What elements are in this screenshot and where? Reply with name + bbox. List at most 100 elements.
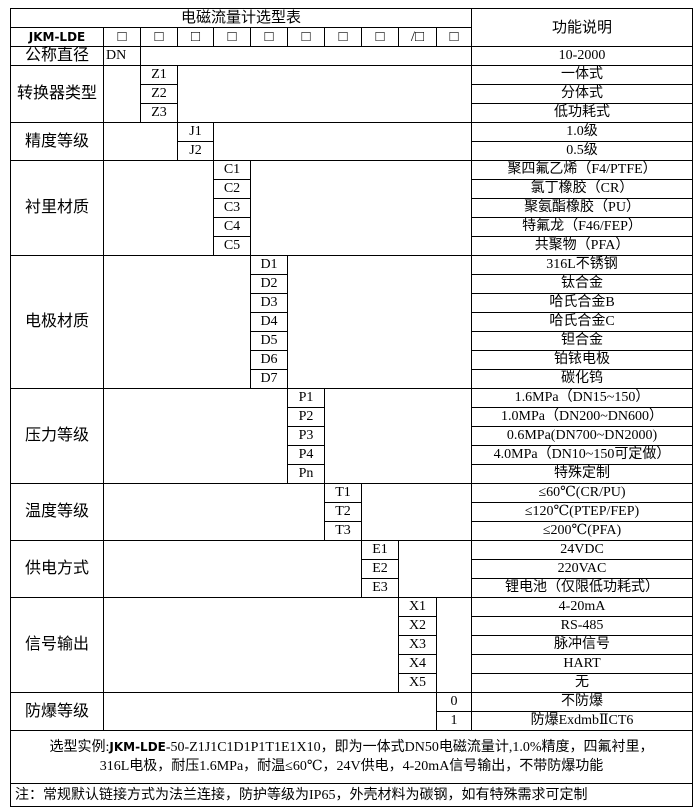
option-description: 1.0级 [471, 122, 694, 142]
table-row: T3 ≤200℃(PFA) [11, 521, 694, 541]
empty-cell [103, 160, 214, 256]
option-description: 氯丁橡胶（CR） [471, 179, 694, 199]
empty-cell [103, 255, 251, 389]
table-row: 公称直径 DN 10-2000 [10, 46, 694, 66]
option-description: 220VAC [471, 559, 694, 579]
table-row: Z3 低功耗式 [11, 103, 694, 123]
category-label: 防爆等级 [10, 692, 104, 731]
option-code: Z2 [140, 84, 178, 104]
category-label: 信号输出 [10, 597, 104, 693]
option-description: 无 [471, 673, 694, 693]
option-description: 聚四氟乙烯（F4/PTFE） [471, 160, 694, 180]
option-code: D3 [250, 293, 288, 313]
option-description: 防爆ExdmbⅡCT6 [471, 711, 694, 731]
table-row: D2 钛合金 [11, 274, 694, 294]
option-description: 1.0MPa（DN200~DN600） [471, 407, 694, 427]
example-row: 选型实例:JKM-LDE-50-Z1J1C1D1P1T1E1X10，即为一体式D… [9, 730, 694, 784]
category-label: 压力等级 [10, 388, 104, 484]
option-description: 一体式 [471, 65, 694, 85]
option-code: E3 [361, 578, 399, 598]
table-row: C5 共聚物（PFA） [11, 236, 694, 256]
table-title: 电磁流量计选型表 [9, 8, 473, 28]
option-code: C2 [213, 179, 251, 199]
empty-cell [103, 483, 325, 541]
example-model: JKM-LDE [109, 740, 166, 754]
category-label: 温度等级 [10, 483, 104, 541]
table-row: E3 锂电池（仅限低功耗式） [11, 578, 694, 598]
category-label: 公称直径 [10, 46, 104, 66]
empty-cell [103, 540, 362, 598]
empty-cell [139, 46, 473, 66]
option-code: J2 [177, 141, 214, 161]
table-row: 温度等级 T1 ≤60℃(CR/PU) [10, 483, 694, 541]
option-code: C1 [213, 160, 251, 180]
option-code: D5 [250, 331, 288, 351]
code-slot-box: □ [250, 27, 288, 47]
table-row: T2 ≤120℃(PTEP/FEP) [11, 502, 694, 522]
empty-cell [103, 597, 399, 693]
option-description: ≤200℃(PFA) [471, 521, 694, 541]
empty-cell [103, 65, 141, 123]
option-description: 0.5级 [471, 141, 694, 161]
option-description: 哈氏合金C [471, 312, 694, 332]
option-code: P2 [287, 407, 325, 427]
option-code: Z3 [140, 103, 178, 123]
option-code: E2 [361, 559, 399, 579]
option-code: X1 [398, 597, 437, 617]
option-description: 哈氏合金B [471, 293, 694, 313]
option-code: D7 [250, 369, 288, 389]
header-row: 电磁流量计选型表 功能说明 [9, 8, 694, 47]
note-row: 注：常规默认链接方式为法兰连接，防护等级为IP65，外壳材料为碳钢，如有特殊需求… [9, 783, 694, 807]
example-prefix: 选型实例: [49, 740, 110, 755]
option-description: 24VDC [471, 540, 694, 560]
option-code: Pn [287, 464, 325, 484]
table-row: J2 0.5级 [11, 141, 694, 161]
empty-cell [360, 483, 473, 541]
selection-table: 电磁流量计选型表 功能说明 JKM-LDE □ □ □ □ □ □ □ □/□ □ 公称直径 DN… [9, 8, 694, 807]
option-description: ≤120℃(PTEP/FEP) [471, 502, 694, 522]
option-description: 0.6MPa(DN700~DN2000) [471, 426, 694, 446]
option-description: 316L不锈钢 [471, 255, 694, 275]
example-line1: -50-Z1J1C1D1P1T1E1X10，即为一体式DN50电磁流量计,1.0… [165, 740, 654, 755]
empty-cell [212, 122, 473, 161]
option-description: 锂电池（仅限低功耗式） [471, 578, 694, 598]
option-description: 共聚物（PFA） [471, 236, 694, 256]
empty-cell [323, 388, 473, 484]
option-code: X4 [398, 654, 437, 674]
option-description: 聚氨酯橡胶（PU） [471, 198, 694, 218]
option-description: 4-20mA [471, 597, 694, 617]
table-row: D7 碳化钨 [11, 369, 694, 389]
table-row: C4 特氟龙（F46/FEP） [11, 217, 694, 237]
table-row: X3 脉冲信号 [11, 635, 694, 655]
category-label: 转换器类型 [10, 65, 104, 123]
option-code: DN [103, 46, 141, 66]
option-description: 分体式 [471, 84, 694, 104]
table-row: D5 钽合金 [11, 331, 694, 351]
option-code: D4 [250, 312, 288, 332]
option-code: T1 [324, 483, 362, 503]
empty-cell [103, 692, 437, 731]
table-row: P4 4.0MPa（DN10~150可定做） [11, 445, 694, 465]
table-row: D4 哈氏合金C [11, 312, 694, 332]
example-line2: 316L电极，耐压1.6MPa，耐温≤60℃，24V供电，4-20mA信号输出，… [99, 759, 604, 774]
option-code: T2 [324, 502, 362, 522]
empty-cell [103, 122, 178, 161]
option-description: 钛合金 [471, 274, 694, 294]
code-slot-box: □ [324, 27, 362, 47]
option-description: HART [471, 654, 694, 674]
table-row: 衬里材质 C1 聚四氟乙烯（F4/PTFE） [10, 160, 694, 256]
option-code: C3 [213, 198, 251, 218]
option-code: D6 [250, 350, 288, 370]
option-code: P4 [287, 445, 325, 465]
option-description: 钽合金 [471, 331, 694, 351]
table-row: 防爆等级 0 不防爆 [10, 692, 694, 731]
table-row: X4 HART [11, 654, 694, 674]
code-slot-box: □ [213, 27, 251, 47]
option-description: 4.0MPa（DN10~150可定做） [471, 445, 694, 465]
category-label: 精度等级 [10, 122, 104, 161]
code-slot-box: □ [435, 27, 473, 47]
table-row: 信号输出 X1 4-20mA [10, 597, 694, 693]
code-slot-box: □ [287, 27, 325, 47]
option-description: 不防爆 [471, 692, 694, 712]
option-description: 特殊定制 [471, 464, 694, 484]
